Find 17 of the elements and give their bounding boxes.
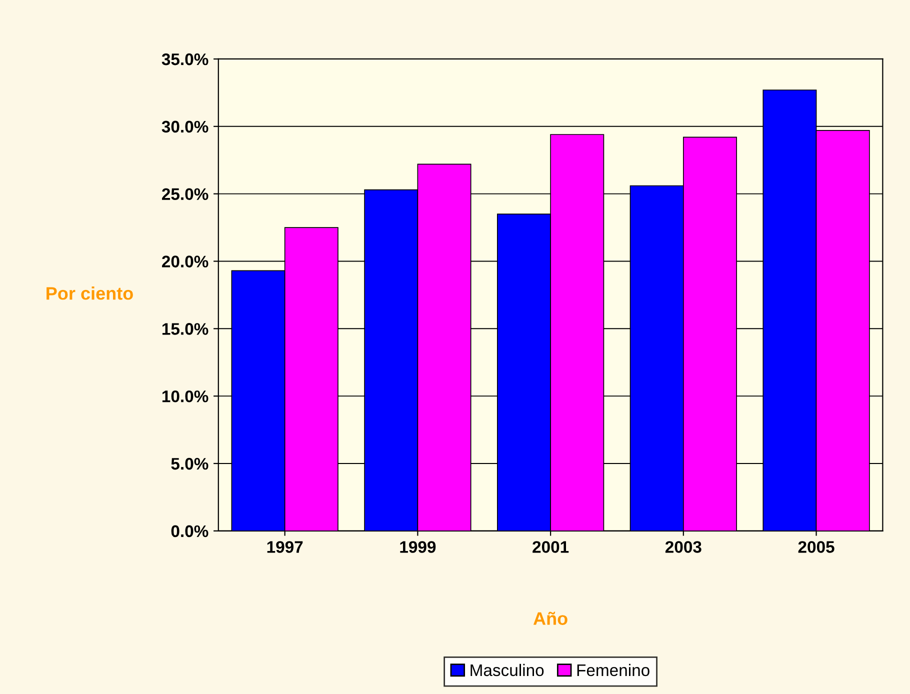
legend-label: Femenino <box>577 664 650 676</box>
y-tick-label: 35.0% <box>162 53 208 66</box>
legend-label: Masculino <box>470 664 544 676</box>
y-tick-label: 30.0% <box>162 120 208 133</box>
y-axis-title: Por ciento <box>46 286 133 300</box>
x-tick-label: 1997 <box>267 541 303 553</box>
x-tick-label: 2003 <box>665 541 702 553</box>
x-tick-label: 2001 <box>532 541 569 553</box>
x-tick-label: 2005 <box>798 541 834 553</box>
y-tick-label: 20.0% <box>162 256 208 268</box>
y-tick-label: 25.0% <box>162 188 208 200</box>
y-tick-label: 0.0% <box>171 525 208 538</box>
y-tick-label: 15.0% <box>162 323 208 335</box>
x-tick-label: 1999 <box>400 541 436 553</box>
y-tick-label: 5.0% <box>171 458 208 470</box>
y-tick-label: 10.0% <box>162 390 208 402</box>
x-axis-title: Año <box>533 612 568 625</box>
